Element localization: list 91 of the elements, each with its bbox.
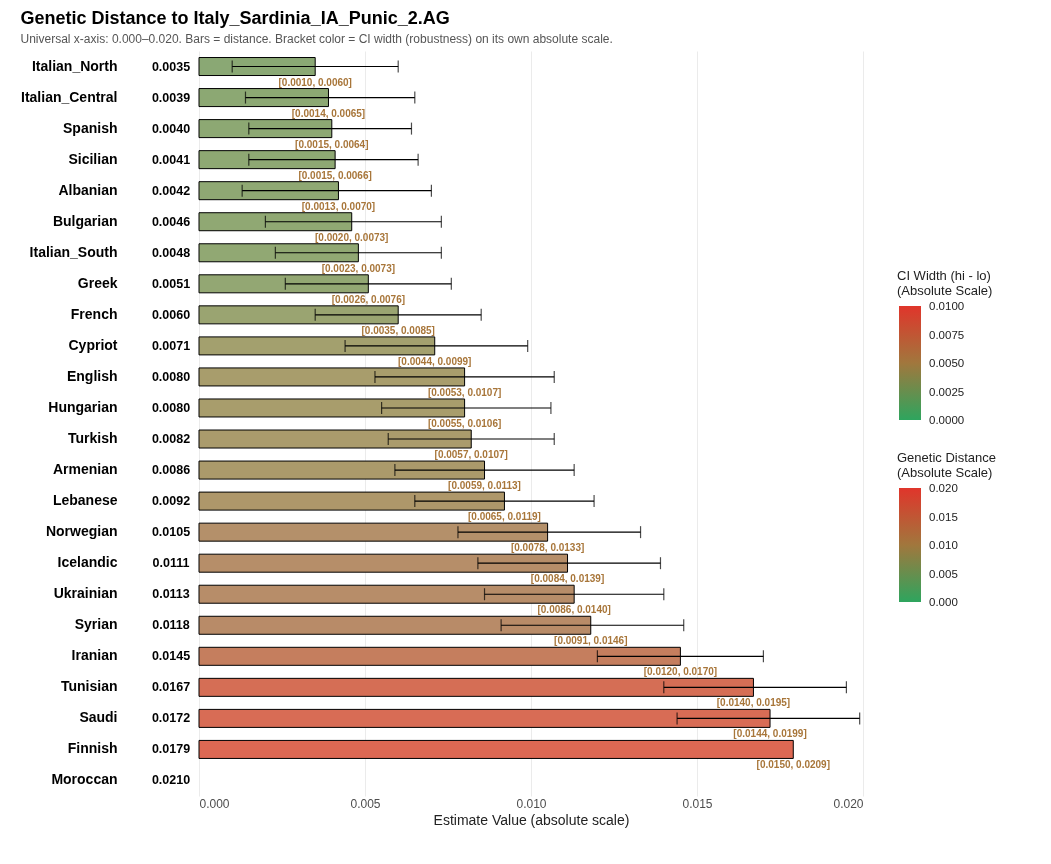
data-label: 0.0113 xyxy=(152,587,190,602)
data-label: 0.0172 xyxy=(151,711,191,726)
annotation: [0.0059, 0.0113] xyxy=(448,480,521,492)
annotation: [0.0035, 0.0085] xyxy=(361,324,435,336)
y-tick-label: Icelandic xyxy=(57,554,118,571)
y-tick-label: Syrian xyxy=(74,616,118,633)
annotation: [0.0026, 0.0076] xyxy=(331,293,406,305)
data-label: 0.0041 xyxy=(151,152,191,167)
text: 0.0050 xyxy=(929,357,965,369)
data-label: 0.0179 xyxy=(151,742,191,757)
data-label: 0.0046 xyxy=(151,214,191,229)
chart-subtitle: Universal x-axis: 0.000–0.020. Bars = distance. Bracket color = CI width (robustness) on its own absolute scale. xyxy=(20,32,613,46)
annotation: [0.0086, 0.0140] xyxy=(537,604,611,616)
x-tick-label: 0.005 xyxy=(350,796,381,811)
data-label: 0.0040 xyxy=(151,121,191,136)
y-tick-label: Ukrainian xyxy=(53,585,118,602)
y-tick-label: Italian_Central xyxy=(21,88,118,105)
data-label: 0.0111 xyxy=(152,556,190,571)
annotation: [0.0020, 0.0073] xyxy=(315,231,389,243)
y-tick-label: Saudi xyxy=(79,709,118,726)
data-label: 0.0048 xyxy=(151,245,191,260)
data-label: 0.0071 xyxy=(151,338,191,353)
annotation: [0.0091, 0.0146] xyxy=(554,635,628,647)
x-axis-title: Estimate Value (absolute scale) xyxy=(433,811,630,828)
y-tick-label: French xyxy=(70,305,118,322)
color-bar-label: 0.000 xyxy=(929,596,958,608)
color-bar-label: 0.010 xyxy=(929,539,958,551)
data-label: 0.0051 xyxy=(151,276,191,291)
color-bar-title: Genetic Distance (Absolute Scale) xyxy=(897,450,996,480)
data-label: 0.0145 xyxy=(151,649,191,664)
annotation: [0.0150, 0.0209] xyxy=(756,759,830,771)
data-label: 0.0080 xyxy=(151,400,191,415)
annotation: [0.0055, 0.0106] xyxy=(427,417,502,429)
annotation: [0.0078, 0.0133] xyxy=(510,542,585,554)
color-bar-label: 0.005 xyxy=(929,567,958,580)
text: 0.0000 xyxy=(929,414,965,426)
y-tick-label: Finnish xyxy=(67,740,118,757)
annotation: [0.0014, 0.0065] xyxy=(291,107,366,119)
annotation: [0.0057, 0.0107] xyxy=(434,449,508,461)
annotation: [0.0140, 0.0195] xyxy=(716,697,791,709)
annotation: [0.0065, 0.0119] xyxy=(468,511,541,523)
data-label: 0.0105 xyxy=(151,525,191,540)
text: CI Width (hi - lo) (Absolute Scale) xyxy=(897,268,993,298)
y-tick-label: Tunisian xyxy=(60,678,118,695)
annotation: [0.0015, 0.0066] xyxy=(298,169,372,181)
x-tick-label: 0.015 xyxy=(682,796,713,811)
y-tick-label: Moroccan xyxy=(51,771,118,788)
color-bar-label: 0.015 xyxy=(929,510,958,523)
y-tick-label: Hungarian xyxy=(48,398,118,415)
data-label: 0.0042 xyxy=(151,183,191,198)
y-tick-label: Italian_South xyxy=(29,243,118,260)
data-label: 0.0086 xyxy=(151,463,191,478)
y-tick-label: Greek xyxy=(77,274,118,291)
data-label: 0.0039 xyxy=(151,90,191,105)
annotation: [0.0023, 0.0073] xyxy=(321,262,396,274)
annotation: [0.0053, 0.0107] xyxy=(427,386,502,398)
y-tick-label: Italian_North xyxy=(31,57,118,74)
annotation: [0.0120, 0.0170] xyxy=(643,666,718,678)
y-tick-label: Albanian xyxy=(58,181,118,198)
chart-title: Genetic Distance to Italy_Sardinia_IA_Punic_2.AG xyxy=(20,8,450,28)
data-label: 0.0082 xyxy=(151,432,191,447)
text: 0.0100 xyxy=(929,300,965,312)
annotation: [0.0013, 0.0070] xyxy=(301,200,376,212)
text: 0.0075 xyxy=(929,328,965,341)
y-tick-label: Sicilian xyxy=(68,150,118,167)
y-tick-label: Norwegian xyxy=(45,523,118,540)
y-tick-label: Spanish xyxy=(63,119,118,136)
x-tick-label: 0.020 xyxy=(833,796,864,811)
annotation: [0.0144, 0.0199] xyxy=(733,728,807,740)
annotation: [0.0084, 0.0139] xyxy=(530,573,605,585)
text: 0.0025 xyxy=(929,385,965,398)
y-tick-label: Armenian xyxy=(52,461,118,478)
data-label: 0.0167 xyxy=(151,680,191,695)
data-label: 0.0060 xyxy=(151,307,191,322)
y-tick-label: Turkish xyxy=(67,430,118,447)
y-tick-label: Cypriot xyxy=(68,336,118,353)
data-label: 0.0035 xyxy=(151,59,191,74)
color-bar-label: 0.020 xyxy=(929,482,958,494)
x-tick-label: 0.000 xyxy=(199,796,230,811)
data-label: 0.0118 xyxy=(152,618,190,633)
x-tick-label: 0.010 xyxy=(516,796,547,811)
annotation: [0.0015, 0.0064] xyxy=(295,138,369,150)
y-tick-label: English xyxy=(66,367,118,384)
data-label: 0.0092 xyxy=(151,494,191,509)
annotation: [0.0010, 0.0060] xyxy=(278,76,352,88)
y-tick-label: Lebanese xyxy=(52,492,118,509)
y-tick-label: Bulgarian xyxy=(52,212,118,229)
annotation: [0.0044, 0.0099] xyxy=(398,355,472,367)
data-label: 0.0080 xyxy=(151,369,191,384)
text: 0.0210 xyxy=(151,773,191,788)
y-tick-label: Iranian xyxy=(71,647,118,664)
